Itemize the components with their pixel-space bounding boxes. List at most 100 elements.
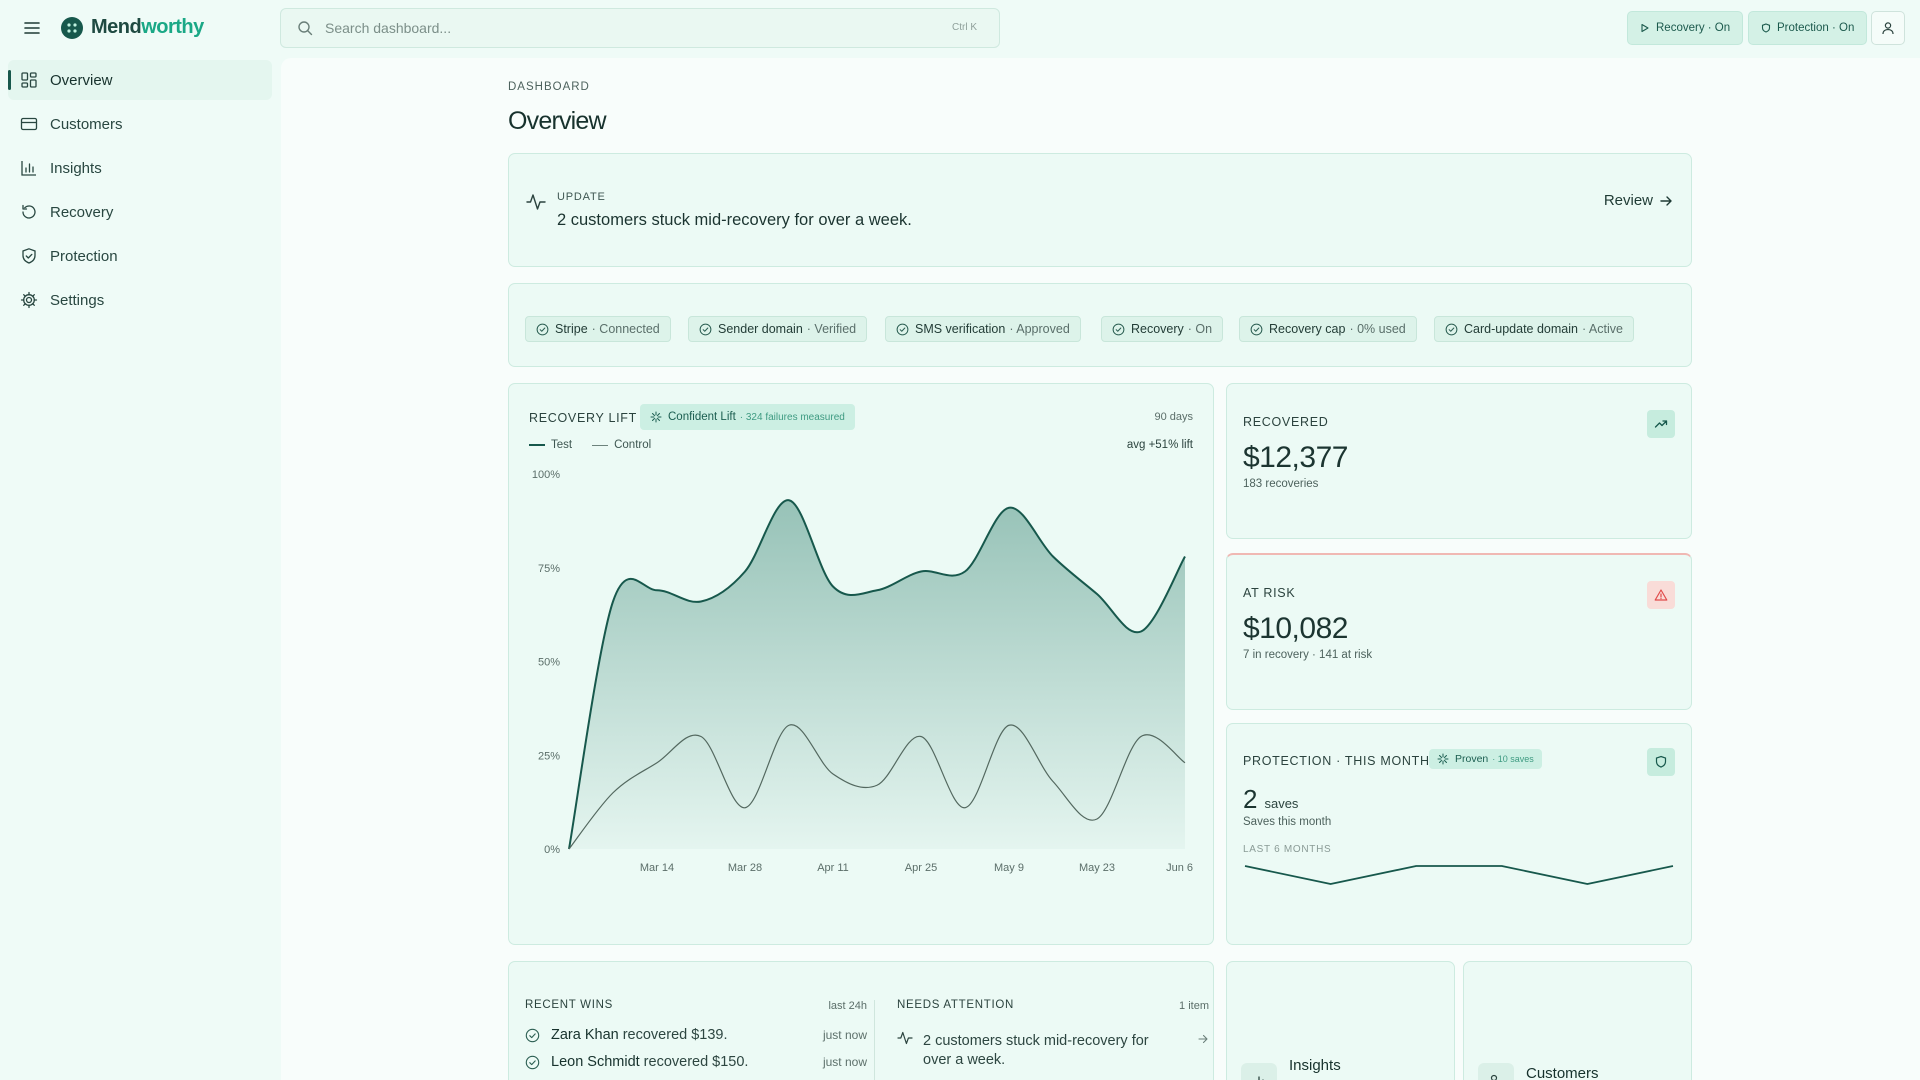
needs-attention-panel: NEEDS ATTENTION 1 item 2 customers stuck… [875,962,1215,1080]
check-circle-icon [699,323,712,335]
win-time: just now [822,1028,867,1042]
sidebar-item-customers[interactable]: Customers [8,104,272,144]
search-bar[interactable]: Ctrl K [280,8,1000,48]
arrow-right-icon [1660,195,1672,206]
sidebar-item-insights[interactable]: Insights [8,148,272,188]
win-text: recovered $139. [622,1027,728,1043]
alert-triangle-icon [1647,581,1675,609]
chip-name: Card-update domain [1464,322,1578,336]
status-chip-stripe[interactable]: Stripe · Connected [525,316,671,342]
badge-label: Confident Lift [668,411,736,423]
chip-name: Stripe [555,322,588,336]
protection-label: PROTECTION · THIS MONTH [1243,754,1430,768]
check-circle-icon [525,1055,540,1069]
sparkline-label: LAST 6 MONTHS [1243,844,1332,855]
needs-attention-item[interactable]: 2 customers stuck mid-recovery for over … [923,1033,1149,1068]
breadcrumb: DASHBOARD [508,81,590,93]
status-chip-sender-domain[interactable]: Sender domain · Verified [688,316,868,342]
proven-badge: Proven · 10 saves [1429,749,1542,769]
search-input[interactable] [325,20,925,36]
status-chip-sms-verification[interactable]: SMS verification · Approved [885,316,1081,342]
protection-unit: saves [1264,796,1299,811]
update-label: UPDATE [557,191,606,203]
update-card: UPDATE 2 customers stuck mid-recovery fo… [508,153,1692,267]
avg-lift: avg +51% lift [1126,439,1193,451]
sidebar-item-protection[interactable]: Protection [8,236,272,276]
check-circle-icon [536,323,549,335]
win-time: just now [822,1055,867,1069]
x-tick-label: May 23 [1079,862,1115,874]
insights-shortcut-card[interactable]: Insights [1226,961,1455,1080]
x-tick-label: Apr 25 [905,862,937,874]
protection-status-label: Protection · On [1777,22,1855,34]
customers-shortcut-card[interactable]: Customers [1463,961,1692,1080]
activity-icon [526,192,546,212]
x-tick-label: Mar 14 [640,862,674,874]
y-tick-label: 0% [544,844,560,856]
at-risk-sub: 7 in recovery · 141 at risk [1243,649,1373,661]
activity-card: RECENT WINS last 24h Zara Khan recovered… [508,961,1214,1080]
bar-chart-icon [20,159,38,177]
shield-icon [1761,23,1771,33]
gear-icon [20,291,38,309]
test-series-line [568,499,1186,850]
y-tick-label: 25% [538,750,560,762]
check-circle-icon [1445,323,1458,335]
win-row[interactable]: Zara Khan recovered $139. [525,1027,728,1043]
recovered-value: $12,377 [1243,441,1348,474]
at-risk-card: AT RISK $10,082 7 in recovery · 141 at r… [1226,553,1692,710]
integration-status-card: Stripe · Connected Sender domain · Verifie… [508,283,1692,367]
status-chip-card-update-domain[interactable]: Card-update domain · Active [1434,316,1634,342]
badge-label: Proven [1455,753,1489,765]
test-area [569,500,1185,849]
protection-saves: 2 saves [1243,784,1298,815]
trending-up-icon [1647,410,1675,438]
review-link[interactable]: Review [1604,192,1673,209]
recovery-lift-card: RECOVERY LIFT Confident Lift · 324 failur… [508,383,1214,945]
shield-icon [1647,748,1675,776]
sparkline-line [1244,865,1674,885]
user-menu-button[interactable] [1871,11,1905,45]
at-risk-label: AT RISK [1243,586,1296,600]
win-text: recovered $150. [643,1054,749,1070]
divider [874,1000,875,1080]
insights-shortcut-label: Insights [1289,1057,1341,1074]
sidebar-item-settings[interactable]: Settings [8,280,272,320]
win-row[interactable]: Leon Schmidt recovered $150. [525,1054,748,1070]
chip-status: · Approved [1009,322,1070,336]
protection-status-button[interactable]: Protection · On [1748,11,1868,45]
badge-sub: · 10 saves [1492,754,1534,764]
recent-wins-title: RECENT WINS [525,999,613,1011]
logo-icon [61,16,83,39]
active-indicator [8,70,11,90]
recovered-label: RECOVERED [1243,415,1329,429]
protection-card: PROTECTION · THIS MONTH Proven · 10 saves… [1226,723,1692,945]
chip-name: Recovery [1131,322,1184,336]
chip-status: · 0% used [1349,322,1406,336]
confident-lift-badge: Confident Lift · 324 failures measured [640,404,855,430]
bar-chart-icon [1241,1063,1277,1080]
review-label: Review [1603,192,1653,209]
protection-sparkline [1244,865,1674,885]
chip-name: SMS verification [915,322,1006,336]
app-logo[interactable]: Mendworthy [61,16,204,39]
check-circle-icon [1112,323,1125,335]
chip-name: Recovery cap [1269,322,1346,336]
check-circle-icon [525,1028,540,1042]
status-chip-recovery[interactable]: Recovery · On [1101,316,1224,342]
sidebar-item-recovery[interactable]: Recovery [8,192,272,232]
sidebar-item-overview[interactable]: Overview [8,60,272,100]
recovery-status-label: Recovery · On [1656,22,1731,34]
menu-icon[interactable] [22,19,42,37]
sidebar-item-label: Recovery [50,203,114,221]
activity-icon [897,1030,913,1046]
period-label: 90 days [1154,411,1193,423]
x-tick-label: Apr 11 [817,862,849,874]
recovered-sub: 183 recoveries [1243,478,1319,490]
chip-name: Sender domain [718,322,803,336]
check-circle-icon [1250,323,1263,335]
arrow-right-icon[interactable] [1197,1033,1209,1045]
recovery-status-button[interactable]: Recovery · On [1627,11,1744,45]
search-icon [297,20,313,36]
status-chip-recovery-cap[interactable]: Recovery cap · 0% used [1239,316,1417,342]
